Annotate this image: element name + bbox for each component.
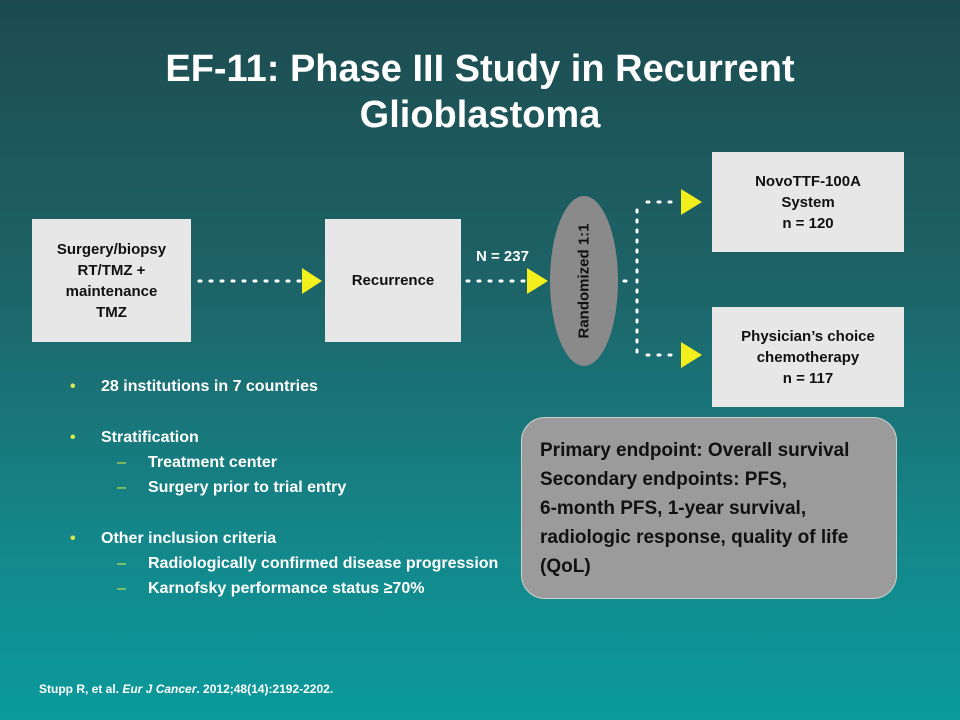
novottf-arm-line-3: n = 120	[782, 213, 833, 234]
sub-bullet-treatment-center: Treatment center	[70, 450, 510, 475]
bullet-institutions: 28 institutions in 7 countries	[70, 374, 510, 399]
bullet-stratification: Stratification	[70, 425, 510, 450]
physician-choice-arm-box: Physician’s choice chemotherapy n = 117	[712, 307, 904, 407]
surgery-box-line-4: TMZ	[96, 302, 127, 323]
novottf-arm-box: NovoTTF-100A System n = 120	[712, 152, 904, 252]
physician-arm-line-2: chemotherapy	[757, 347, 860, 368]
study-details-list: 28 institutions in 7 countries Stratific…	[70, 374, 510, 601]
randomization-ellipse: Randomized 1:1	[550, 196, 618, 366]
endpoints-line-4: radiologic response, quality of life	[540, 523, 896, 552]
surgery-box-line-3: maintenance	[66, 281, 158, 302]
arrowhead-to-novottf	[681, 189, 702, 215]
bullet-inclusion-criteria: Other inclusion criteria	[70, 526, 510, 551]
physician-arm-line-1: Physician’s choice	[741, 326, 875, 347]
arrowhead-to-recurrence	[302, 268, 322, 294]
endpoints-line-3: 6-month PFS, 1-year survival,	[540, 494, 896, 523]
surgery-box-line-1: Surgery/biopsy	[57, 239, 166, 260]
sub-bullet-surgery-prior: Surgery prior to trial entry	[70, 475, 510, 500]
recurrence-box: Recurrence	[325, 219, 461, 342]
sub-bullet-karnofsky: Karnofsky performance status ≥70%	[70, 576, 510, 601]
arrowhead-to-physician	[681, 342, 702, 368]
novottf-arm-line-1: NovoTTF-100A	[755, 171, 861, 192]
endpoints-box: Primary endpoint: Overall survival Secon…	[521, 417, 897, 599]
sub-bullet-disease-progression: Radiologically confirmed disease progres…	[70, 551, 510, 576]
novottf-arm-line-2: System	[781, 192, 834, 213]
endpoints-line-2: Secondary endpoints: PFS,	[540, 465, 896, 494]
physician-arm-line-3: n = 117	[783, 368, 833, 389]
randomization-label: Randomized 1:1	[576, 223, 593, 338]
endpoints-line-5: (QoL)	[540, 552, 896, 581]
surgery-box-line-2: RT/TMZ +	[78, 260, 146, 281]
citation: Stupp R, et al. Eur J Cancer. 2012;48(14…	[39, 682, 333, 696]
citation-authors: Stupp R, et al.	[39, 682, 122, 696]
endpoints-line-1: Primary endpoint: Overall survival	[540, 436, 896, 465]
citation-details: . 2012;48(14):2192-2202.	[196, 682, 333, 696]
surgery-box: Surgery/biopsy RT/TMZ + maintenance TMZ	[32, 219, 191, 342]
sample-size-label: N = 237	[476, 248, 529, 265]
citation-journal: Eur J Cancer	[122, 682, 196, 696]
arrowhead-to-randomize	[527, 268, 548, 294]
recurrence-box-label: Recurrence	[352, 270, 435, 291]
